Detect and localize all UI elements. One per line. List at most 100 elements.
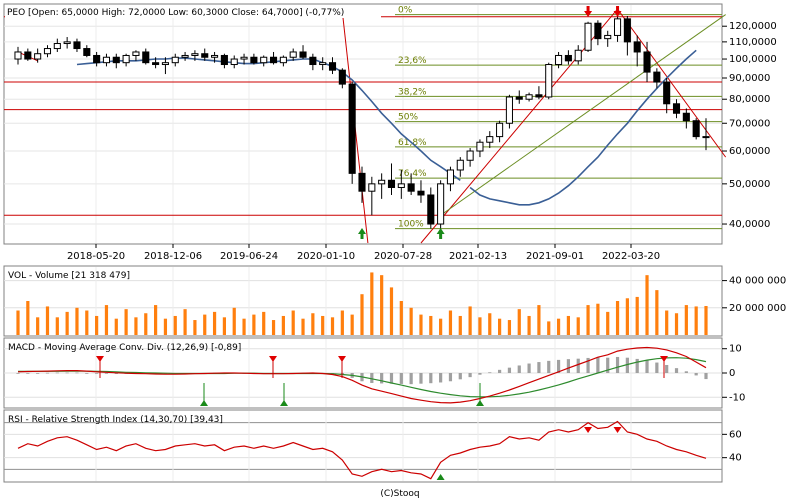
macd-hist-bar <box>576 358 580 373</box>
macd-hist-bar <box>458 373 462 380</box>
candle-body <box>181 54 189 58</box>
candle-body <box>663 81 671 105</box>
price-x-label: 2018-05-20 <box>67 251 125 262</box>
macd-y-label: 10 <box>729 344 742 355</box>
volume-title: VOL - Volume [21 318 479] <box>8 271 130 281</box>
macd-hist-bar <box>704 373 708 380</box>
volume-bar <box>704 306 708 335</box>
buy-arrow <box>436 228 445 239</box>
macd-hist-bar <box>547 360 551 373</box>
fib-label: 76,4% <box>398 169 427 179</box>
volume-bar <box>104 305 109 335</box>
price-y-label: 40,0000 <box>729 219 770 230</box>
candle-body <box>142 51 150 64</box>
volume-bar <box>615 301 620 335</box>
candle-body <box>161 62 169 66</box>
candle-body <box>564 54 572 62</box>
price-x-axis: 2018-05-20 2018-12-06 2019-06-24 2020-01-10… <box>67 244 660 262</box>
candle-body <box>407 183 415 192</box>
fib-label: 50% <box>398 113 418 123</box>
macd-hist-bar <box>85 373 89 374</box>
rsi-line <box>17 420 707 480</box>
macd-hist-bar <box>674 368 679 373</box>
price-x-label: 2020-07-28 <box>374 251 432 262</box>
macd-hist-bar <box>16 373 20 374</box>
volume-bar <box>114 318 118 335</box>
macd-hist-bar <box>370 373 374 383</box>
volume-bar <box>242 318 246 335</box>
macd-sell-arrow <box>96 356 104 362</box>
volume-bar <box>439 318 443 335</box>
macd-hist-bar <box>537 362 541 373</box>
macd-hist-bar <box>409 373 413 385</box>
candle-body <box>446 169 455 185</box>
macd-hist-bar <box>694 373 698 376</box>
candle-body <box>220 54 228 66</box>
candle-body <box>24 51 32 60</box>
volume-bar <box>429 315 433 335</box>
macd-arrows <box>96 356 668 406</box>
candle-body <box>476 141 484 152</box>
volume-bar <box>380 275 384 335</box>
volume-bar <box>36 317 40 335</box>
volume-bar <box>517 309 521 335</box>
volume-bar <box>458 315 462 335</box>
macd-hist-bar <box>615 356 620 373</box>
rsi-title: RSI - Relative Strength Index (14,30,70)… <box>8 415 223 425</box>
volume-bar <box>488 313 492 335</box>
price-title: PEO [Open: 65,0000 High: 72,0000 Low: 60… <box>7 8 344 18</box>
price-x-label: 2021-09-01 <box>526 251 584 262</box>
candle-body <box>348 83 356 174</box>
candle-body <box>397 183 405 188</box>
candle-body <box>289 51 297 58</box>
rsi-sell-arrow <box>584 427 593 433</box>
price-y-label: 90,0000 <box>729 73 770 84</box>
volume-bar <box>212 311 217 335</box>
candle-body <box>152 62 160 66</box>
volume-bar <box>193 320 197 335</box>
macd-y-label: -10 <box>729 392 745 403</box>
volume-panel: 40 000 000 20 000 000 VOL - Volume [21 31… <box>3 265 786 337</box>
price-y-label: 50,0000 <box>729 179 770 190</box>
macd-y-label: 0 <box>729 368 735 379</box>
candle-body <box>201 53 209 58</box>
volume-bar <box>596 303 600 335</box>
macd-hist-bar <box>45 372 50 374</box>
volume-bar <box>262 311 266 335</box>
volume-bar <box>468 306 472 335</box>
candle-body <box>643 51 651 73</box>
volume-bar <box>232 307 236 335</box>
trend-line-green <box>440 14 726 216</box>
candle-body <box>486 136 494 143</box>
sell-arrow <box>613 6 622 17</box>
candle-body <box>93 54 101 64</box>
macd-lines <box>17 346 707 404</box>
macd-line <box>17 346 707 404</box>
macd-panel: 10 0 -10 MACD - Moving Average Conv. Div. … <box>3 337 745 409</box>
macd-title: MACD - Moving Average Conv. Div. (12,26,… <box>8 343 241 353</box>
volume-bar <box>203 314 207 335</box>
candle-body <box>427 194 435 225</box>
macd-hist-bar <box>635 358 639 373</box>
macd-hist-bar <box>488 372 492 374</box>
candle-body <box>387 179 396 188</box>
candle-body <box>34 53 42 60</box>
volume-bar <box>674 313 679 335</box>
macd-signal-line <box>18 357 707 398</box>
volume-bar <box>321 315 325 335</box>
volume-bar <box>45 306 50 335</box>
volume-bar <box>507 320 512 335</box>
macd-hist-bar <box>389 373 394 384</box>
volume-bar <box>163 318 168 335</box>
volume-bar <box>625 298 629 335</box>
macd-buy-arrow <box>200 400 208 406</box>
volume-bar <box>271 320 276 335</box>
candle-body <box>328 62 337 71</box>
volume-bar <box>85 310 89 335</box>
volume-bar <box>65 311 69 335</box>
candle-body <box>73 41 81 50</box>
volume-bar <box>556 318 561 335</box>
volume-bar <box>527 315 531 335</box>
macd-hist-bar <box>498 369 502 373</box>
volume-bar <box>409 307 413 335</box>
